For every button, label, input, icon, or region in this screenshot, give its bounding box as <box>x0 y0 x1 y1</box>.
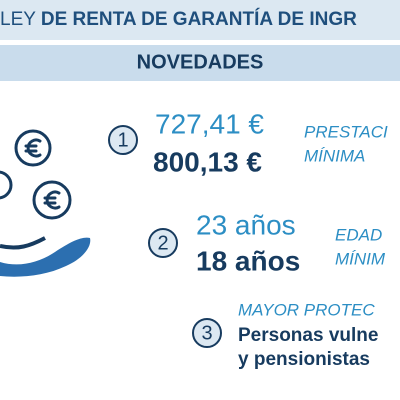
item-label: EDAD <box>335 225 382 244</box>
title: LEY DE RENTA DE GARANTÍA DE INGR <box>0 8 357 30</box>
title-band <box>0 0 400 40</box>
banner-text: NOVEDADES <box>137 51 264 73</box>
item-label: MÍNIM <box>335 249 386 268</box>
amount: 800,13 € <box>153 146 262 177</box>
number-badge <box>192 318 222 348</box>
items: 1 727,41 € 800,13 € PRESTACI MÍNIMA 2 23… <box>108 108 388 370</box>
item-label: PRESTACI <box>304 122 388 141</box>
title-lead: LEY <box>0 9 36 30</box>
hand-coins-icon <box>0 129 91 277</box>
item-text: y pensionistas <box>238 349 370 370</box>
item-text: Personas vulne <box>238 325 378 346</box>
item-number: 1 <box>117 129 128 151</box>
banner <box>0 45 400 81</box>
age: 23 años <box>196 209 296 240</box>
item-number: 2 <box>157 232 168 254</box>
item-number: 3 <box>201 322 212 344</box>
item-label: MÍNIMA <box>304 146 365 165</box>
item-label: MAYOR PROTEC <box>238 300 375 319</box>
number-badge <box>108 125 138 155</box>
number-badge <box>148 228 178 258</box>
age: 18 años <box>196 245 300 276</box>
amount: 727,41 € <box>155 108 264 139</box>
title-main: DE RENTA DE GARANTÍA DE INGR <box>41 8 357 30</box>
